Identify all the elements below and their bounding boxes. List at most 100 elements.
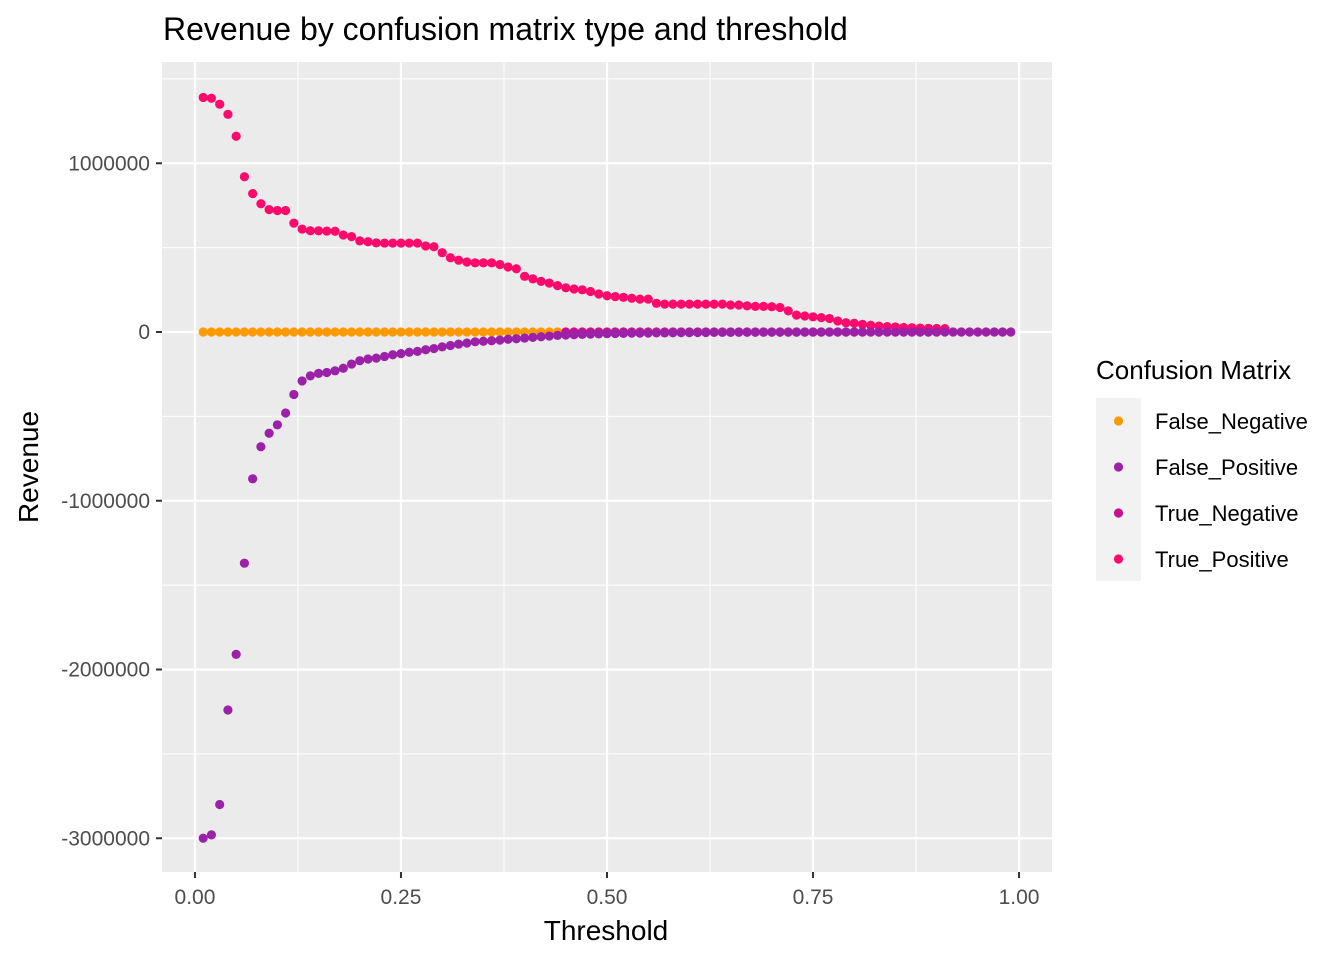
- data-point: [355, 356, 365, 366]
- data-point: [676, 299, 686, 309]
- legend-key: [1113, 554, 1124, 564]
- legend-key-background: [1096, 398, 1141, 581]
- data-point: [429, 242, 439, 252]
- data-point: [437, 327, 447, 337]
- data-point: [693, 327, 703, 338]
- data-point: [915, 327, 925, 337]
- data-point: [231, 649, 241, 659]
- data-point: [528, 274, 538, 284]
- data-point: [552, 330, 563, 340]
- data-point: [544, 331, 554, 341]
- data-point: [503, 327, 513, 337]
- data-point: [313, 226, 324, 236]
- data-point: [355, 327, 365, 337]
- data-point: [610, 328, 620, 339]
- data-point: [684, 327, 695, 338]
- data-point: [519, 271, 530, 281]
- data-point: [495, 327, 505, 337]
- data-point: [396, 327, 406, 337]
- data-point: [503, 334, 513, 344]
- data-point: [281, 408, 291, 418]
- data-point: [676, 328, 686, 338]
- data-point: [322, 327, 332, 337]
- data-point: [536, 332, 546, 342]
- data-point: [248, 474, 258, 484]
- data-point: [841, 318, 851, 328]
- data-point: [635, 294, 645, 304]
- data-point: [907, 327, 917, 337]
- data-point: [775, 327, 785, 337]
- data-point: [248, 189, 258, 199]
- data-point: [264, 205, 274, 215]
- data-point: [956, 327, 966, 337]
- x-tick-label: 0.00: [175, 886, 216, 909]
- data-point: [800, 311, 810, 321]
- data-point: [256, 199, 266, 209]
- data-point: [421, 345, 431, 355]
- data-point: [355, 236, 365, 246]
- data-point: [997, 327, 1008, 337]
- data-point: [487, 327, 497, 337]
- legend-label: True_Negative: [1155, 501, 1298, 526]
- data-point: [1006, 327, 1016, 337]
- data-point: [371, 353, 381, 363]
- data-point: [429, 327, 439, 337]
- data-point: [445, 327, 456, 337]
- data-point: [429, 343, 439, 354]
- y-axis-title: Revenue: [13, 411, 44, 523]
- data-point: [215, 799, 225, 810]
- data-point: [412, 346, 423, 357]
- data-point: [544, 278, 554, 288]
- data-point: [750, 327, 760, 337]
- data-point: [330, 366, 340, 376]
- data-point: [783, 327, 793, 337]
- data-point: [454, 327, 464, 337]
- data-point: [231, 131, 241, 141]
- x-axis-title: Threshold: [544, 915, 669, 946]
- data-point: [693, 299, 703, 309]
- data-point: [363, 237, 373, 247]
- data-point: [973, 327, 983, 337]
- data-point: [264, 327, 274, 337]
- data-point: [882, 327, 892, 337]
- data-point: [964, 327, 975, 337]
- data-point: [215, 99, 225, 109]
- legend: Confusion Matrix False_Negative False_Pos…: [1096, 355, 1308, 581]
- data-point: [989, 327, 999, 337]
- data-point: [635, 328, 645, 338]
- data-point: [478, 336, 488, 346]
- data-point: [313, 368, 324, 378]
- data-point: [272, 420, 282, 430]
- data-point: [239, 327, 250, 337]
- data-point: [618, 292, 629, 303]
- data-point: [206, 830, 217, 840]
- y-tick-label: 0: [138, 321, 150, 344]
- x-tick-label: 0.25: [381, 886, 422, 909]
- data-point: [660, 299, 670, 309]
- data-point: [421, 241, 431, 251]
- data-point: [742, 327, 752, 337]
- x-tick-label: 0.50: [587, 886, 628, 909]
- data-point: [305, 226, 315, 236]
- data-point: [379, 351, 390, 362]
- data-point: [824, 327, 835, 337]
- data-point: [569, 284, 579, 294]
- data-point: [643, 294, 653, 304]
- data-point: [742, 301, 752, 311]
- data-point: [478, 327, 488, 337]
- data-point: [734, 300, 744, 310]
- data-point: [734, 327, 744, 337]
- data-point: [767, 327, 777, 337]
- data-point: [808, 312, 818, 322]
- data-point: [206, 327, 217, 337]
- data-point: [495, 335, 505, 345]
- data-point: [272, 205, 282, 216]
- data-point: [322, 226, 332, 236]
- data-point: [824, 313, 835, 324]
- data-point: [833, 316, 843, 326]
- data-point: [487, 336, 497, 346]
- data-point: [462, 257, 472, 267]
- data-point: [758, 327, 769, 337]
- data-point: [511, 264, 521, 274]
- legend-key: [1113, 462, 1124, 472]
